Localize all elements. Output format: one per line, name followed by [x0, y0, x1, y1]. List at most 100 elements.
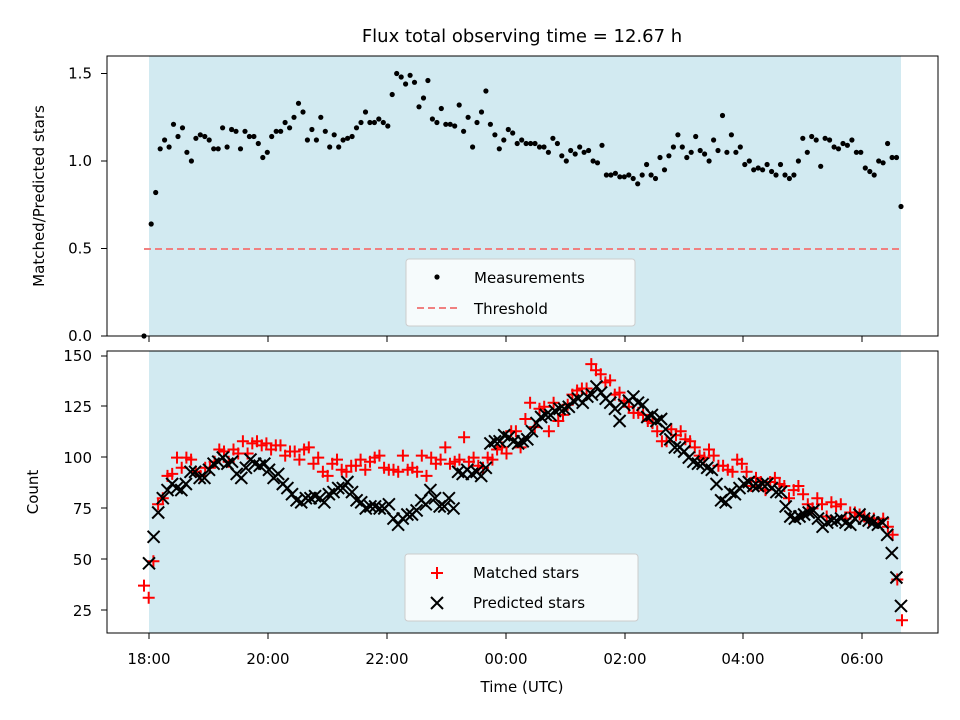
predicted-star-point: [589, 379, 604, 394]
measurement-point: [385, 123, 391, 129]
measurement-point: [550, 135, 556, 141]
measurement-point: [675, 132, 681, 138]
predicted-star-point: [336, 481, 350, 495]
bottom-panel: 25 50 75 100 125 150 Count 18:00 20:00 2…: [24, 347, 939, 696]
matched-star-point: [236, 435, 249, 448]
matched-star-point: [538, 400, 551, 413]
measurement-point: [229, 126, 235, 133]
measurement-point: [876, 158, 882, 164]
matched-star-point: [439, 441, 452, 454]
measurement-point: [389, 91, 395, 98]
top-ytick-label: 0.5: [68, 240, 92, 258]
predicted-star-point: [197, 471, 212, 485]
matched-star-point: [373, 449, 386, 462]
predicted-star-point: [234, 471, 249, 485]
predicted-star-point: [608, 402, 622, 416]
matched-star-point: [321, 469, 334, 482]
measurement-point: [260, 154, 266, 161]
measurement-point: [233, 128, 239, 134]
predicted-star-point: [654, 412, 668, 426]
measurement-point: [456, 102, 462, 108]
measurement-point: [501, 137, 507, 143]
matched-star-point: [486, 453, 499, 466]
top-ytick-label: 1.0: [68, 152, 92, 170]
matched-star-point: [425, 451, 438, 464]
matched-star-point: [519, 413, 532, 425]
predicted-star-point: [239, 461, 253, 475]
measurement-point: [394, 70, 400, 77]
measurement-point: [220, 125, 226, 131]
measurement-point: [282, 119, 288, 126]
predicted-star-point: [774, 485, 788, 499]
predicted-star-point: [889, 570, 904, 585]
measurement-point: [898, 203, 904, 210]
predicted-star-point: [885, 546, 899, 560]
measurement-point: [175, 133, 181, 140]
measurement-point: [813, 137, 819, 143]
measurement-point: [278, 128, 284, 134]
measurement-point: [733, 149, 739, 155]
predicted-star-point: [442, 491, 456, 505]
measurement-point: [581, 149, 587, 155]
measurement-point: [791, 172, 797, 178]
predicted-star-point: [488, 434, 502, 449]
matched-star-point: [688, 441, 701, 454]
measurement-point: [755, 165, 761, 171]
top-y-axis-label: Matched/Predicted stars: [30, 105, 48, 287]
measurement-point: [630, 175, 636, 182]
matched-star-point: [509, 425, 522, 438]
matched-star-point: [166, 467, 179, 480]
measurement-point: [452, 123, 458, 129]
matched-star-point: [726, 465, 739, 478]
measurement-point: [434, 119, 440, 126]
measurement-point: [510, 130, 516, 136]
measurement-point: [416, 104, 422, 110]
measurement-point: [287, 125, 293, 131]
bottom-ytick-label: 150: [63, 347, 92, 365]
measurement-point: [554, 140, 561, 147]
matched-star-point: [453, 453, 466, 466]
measurement-point: [827, 137, 833, 143]
matched-star-point: [411, 465, 424, 478]
predicted-star-point: [146, 530, 161, 544]
measurement-point: [309, 126, 315, 133]
predicted-star-point: [179, 477, 193, 491]
measurement-point: [840, 140, 846, 147]
measurement-point: [295, 100, 302, 106]
measurement-point: [586, 147, 592, 154]
measurement-point: [742, 161, 748, 168]
measurement-point: [403, 81, 409, 87]
legend-label-threshold: Threshold: [473, 300, 548, 318]
matched-star-point: [147, 555, 160, 568]
measurement-point: [719, 112, 726, 119]
bottom-ytick-label: 50: [73, 551, 92, 569]
chart-title: Flux total observing time = 12.67 h: [362, 26, 682, 47]
predicted-star-point: [539, 408, 553, 422]
matched-star-point: [260, 437, 273, 450]
matched-star-point: [660, 435, 673, 448]
measurement-point: [688, 149, 694, 155]
x-axis-label: Time (UTC): [480, 678, 564, 696]
measurement-point: [148, 221, 154, 227]
measurement-point: [545, 149, 552, 155]
measurement-point: [447, 121, 453, 127]
measurement-point: [751, 167, 757, 173]
matched-star-point: [524, 396, 537, 409]
predicted-star-point: [400, 507, 415, 522]
measurement-point: [706, 158, 712, 164]
predicted-star-point: [188, 465, 202, 479]
measurement-point: [786, 175, 793, 182]
measurement-point: [800, 135, 806, 141]
measurement-point: [657, 154, 663, 161]
matched-star-point: [293, 453, 306, 466]
measurement-point: [702, 151, 708, 157]
measurement-point: [336, 144, 342, 150]
measurement-point: [318, 114, 324, 120]
measurement-point: [170, 121, 177, 127]
measurement-point: [889, 154, 895, 161]
measurement-point: [603, 172, 610, 178]
measurement-point: [358, 119, 364, 126]
measurement-point: [246, 133, 252, 140]
xtick-label: 06:00: [840, 650, 883, 668]
